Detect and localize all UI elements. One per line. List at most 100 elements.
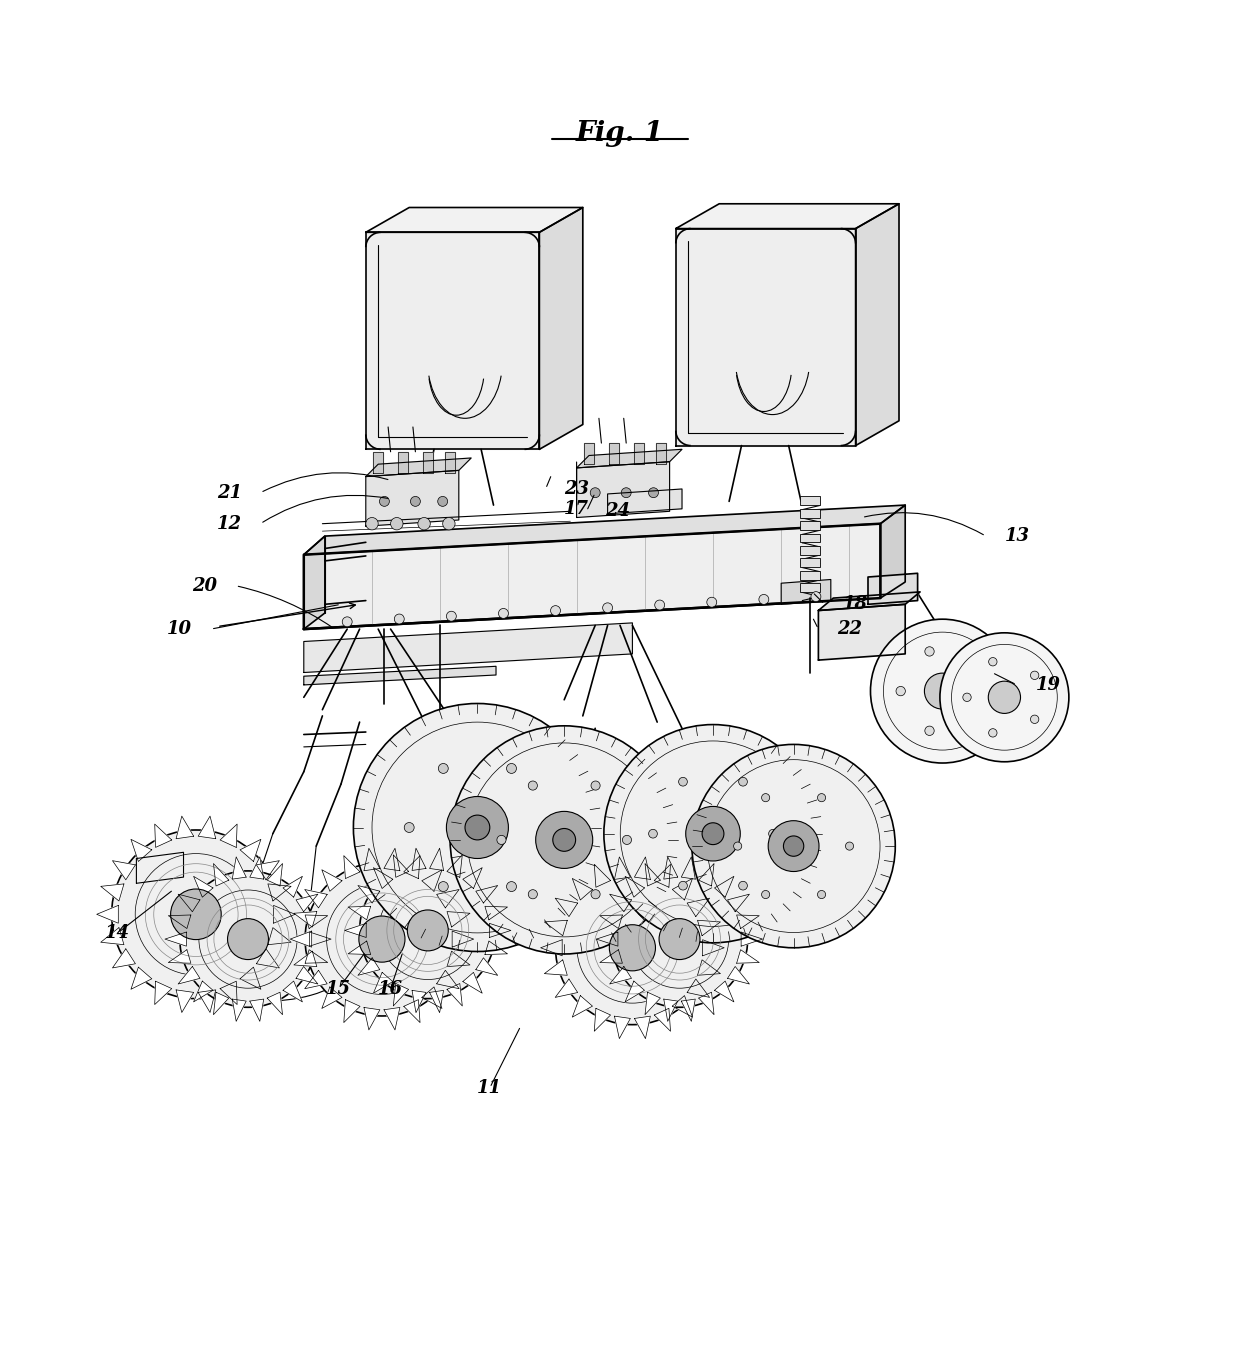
Polygon shape bbox=[556, 979, 578, 998]
Polygon shape bbox=[446, 983, 463, 1006]
Polygon shape bbox=[737, 950, 759, 963]
Circle shape bbox=[305, 862, 459, 1015]
Circle shape bbox=[450, 726, 678, 954]
Polygon shape bbox=[676, 229, 856, 445]
Polygon shape bbox=[728, 967, 749, 985]
Circle shape bbox=[112, 830, 280, 998]
Circle shape bbox=[925, 647, 934, 656]
Circle shape bbox=[769, 820, 818, 872]
Polygon shape bbox=[283, 877, 303, 897]
Circle shape bbox=[551, 605, 560, 616]
Polygon shape bbox=[249, 999, 264, 1021]
Polygon shape bbox=[608, 490, 682, 514]
Polygon shape bbox=[384, 849, 399, 870]
Circle shape bbox=[360, 862, 496, 998]
Circle shape bbox=[438, 496, 448, 506]
Circle shape bbox=[498, 608, 508, 619]
Polygon shape bbox=[625, 877, 645, 897]
Polygon shape bbox=[634, 443, 644, 464]
Polygon shape bbox=[600, 950, 622, 963]
Bar bbox=[800, 546, 820, 554]
Polygon shape bbox=[241, 967, 260, 990]
Polygon shape bbox=[345, 924, 366, 937]
Polygon shape bbox=[213, 993, 229, 1014]
Circle shape bbox=[1030, 716, 1039, 724]
Circle shape bbox=[228, 919, 268, 959]
Circle shape bbox=[465, 815, 490, 839]
Polygon shape bbox=[476, 958, 497, 975]
Polygon shape bbox=[737, 915, 759, 928]
Bar bbox=[800, 508, 820, 518]
Text: Fig. 1: Fig. 1 bbox=[575, 120, 665, 147]
Polygon shape bbox=[714, 981, 734, 1002]
Circle shape bbox=[988, 681, 1021, 713]
Text: 12: 12 bbox=[217, 515, 242, 533]
Circle shape bbox=[591, 889, 600, 898]
Polygon shape bbox=[304, 623, 632, 672]
Polygon shape bbox=[198, 816, 216, 839]
Polygon shape bbox=[655, 1009, 671, 1032]
Bar bbox=[800, 558, 820, 568]
Text: 22: 22 bbox=[837, 620, 862, 638]
Polygon shape bbox=[577, 449, 682, 468]
Polygon shape bbox=[290, 931, 311, 947]
Polygon shape bbox=[656, 443, 666, 464]
Polygon shape bbox=[267, 863, 283, 886]
Polygon shape bbox=[100, 884, 124, 901]
Polygon shape bbox=[305, 915, 327, 928]
Circle shape bbox=[590, 488, 600, 498]
Polygon shape bbox=[463, 868, 482, 889]
Polygon shape bbox=[436, 970, 459, 989]
Circle shape bbox=[692, 744, 895, 948]
Circle shape bbox=[591, 781, 600, 790]
Circle shape bbox=[702, 823, 724, 845]
Polygon shape bbox=[544, 960, 567, 975]
Polygon shape bbox=[663, 999, 678, 1021]
Polygon shape bbox=[294, 951, 316, 967]
Text: 13: 13 bbox=[1004, 527, 1029, 545]
Circle shape bbox=[353, 703, 601, 951]
Circle shape bbox=[507, 881, 517, 892]
Polygon shape bbox=[539, 207, 583, 449]
Polygon shape bbox=[257, 948, 279, 968]
Polygon shape bbox=[594, 865, 610, 888]
Polygon shape bbox=[365, 1007, 379, 1030]
Circle shape bbox=[962, 693, 971, 702]
Polygon shape bbox=[429, 849, 444, 870]
Polygon shape bbox=[856, 204, 899, 445]
Polygon shape bbox=[436, 889, 459, 908]
Polygon shape bbox=[681, 999, 696, 1021]
Circle shape bbox=[870, 619, 1014, 763]
Polygon shape bbox=[610, 894, 631, 912]
Polygon shape bbox=[446, 855, 463, 877]
Polygon shape bbox=[219, 982, 237, 1005]
Circle shape bbox=[707, 597, 717, 607]
Polygon shape bbox=[698, 920, 720, 936]
Polygon shape bbox=[880, 506, 905, 599]
Circle shape bbox=[897, 686, 905, 695]
Polygon shape bbox=[818, 592, 920, 611]
Polygon shape bbox=[193, 877, 213, 897]
Text: 15: 15 bbox=[326, 979, 351, 998]
Polygon shape bbox=[179, 967, 200, 985]
Polygon shape bbox=[404, 855, 420, 878]
Circle shape bbox=[678, 881, 687, 890]
Polygon shape bbox=[97, 905, 118, 923]
Polygon shape bbox=[155, 982, 172, 1005]
Polygon shape bbox=[193, 981, 213, 1002]
Text: 18: 18 bbox=[843, 596, 868, 613]
Polygon shape bbox=[412, 990, 427, 1013]
Text: 10: 10 bbox=[167, 620, 192, 638]
Polygon shape bbox=[176, 990, 193, 1013]
Circle shape bbox=[971, 712, 981, 721]
Circle shape bbox=[536, 811, 593, 869]
Polygon shape bbox=[600, 915, 622, 928]
Polygon shape bbox=[672, 878, 692, 900]
Circle shape bbox=[506, 764, 517, 773]
Polygon shape bbox=[241, 839, 260, 862]
Circle shape bbox=[759, 594, 769, 604]
Circle shape bbox=[971, 662, 981, 671]
Polygon shape bbox=[422, 987, 441, 1009]
Polygon shape bbox=[663, 857, 678, 880]
Bar bbox=[800, 534, 820, 542]
